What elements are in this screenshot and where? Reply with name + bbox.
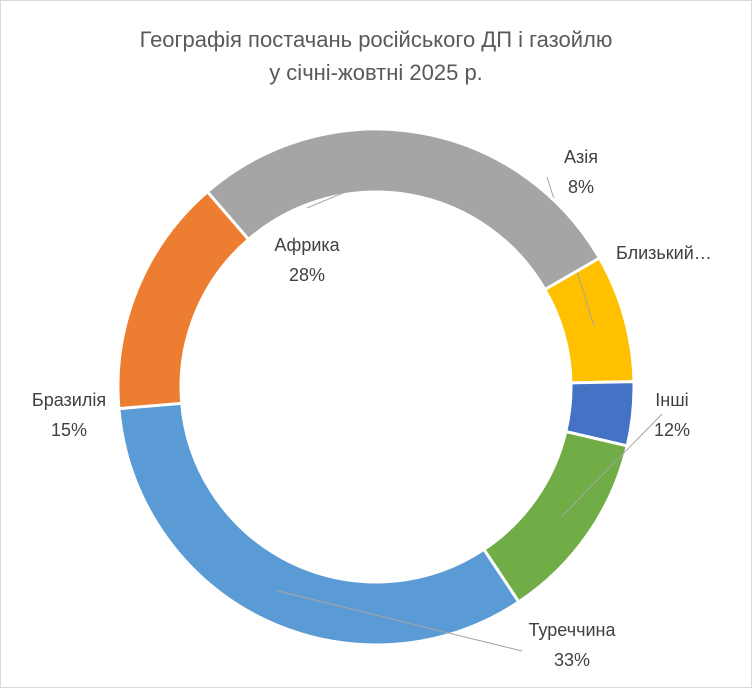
data-label-slice-0: Азія 8% xyxy=(564,147,598,197)
slice-value-label: 12% xyxy=(654,420,690,440)
slice-category-label: Бразилія xyxy=(32,390,106,410)
doughnut-slice-2 xyxy=(481,429,629,604)
slice-category-label: Африка xyxy=(274,235,340,255)
data-label-slice-3: Туреччина 33% xyxy=(529,620,617,670)
slice-value-label: 15% xyxy=(51,420,87,440)
slice-category-label: Близький… xyxy=(616,243,712,263)
doughnut-slice-3 xyxy=(117,401,521,647)
doughnut-slice-5 xyxy=(205,127,602,292)
chart-title: Географія постачань російського ДП і газ… xyxy=(1,23,751,89)
slice-value-label: 8% xyxy=(568,177,594,197)
slice-value-label: 28% xyxy=(289,265,325,285)
leader-line-slice-5 xyxy=(306,163,414,209)
data-label-slice-5: Африка 28% xyxy=(274,235,340,285)
chart-title-line-2: у січні-жовтні 2025 р. xyxy=(269,60,483,85)
doughnut-slice-4 xyxy=(116,189,251,411)
data-label-slice-4: Бразилія 15% xyxy=(32,390,106,440)
chart-title-line-1: Географія постачань російського ДП і газ… xyxy=(139,27,613,52)
leader-line-slice-3 xyxy=(277,590,523,652)
slice-category-label: Азія xyxy=(564,147,598,167)
slice-category-label: Туреччина xyxy=(529,620,617,640)
slice-value-label: 33% xyxy=(554,650,590,670)
data-label-slice-1: Близький… xyxy=(616,243,712,263)
slice-category-label: Інші xyxy=(655,390,688,410)
leader-line-slice-2 xyxy=(561,413,663,517)
data-label-slice-2: Інші 12% xyxy=(654,390,690,440)
